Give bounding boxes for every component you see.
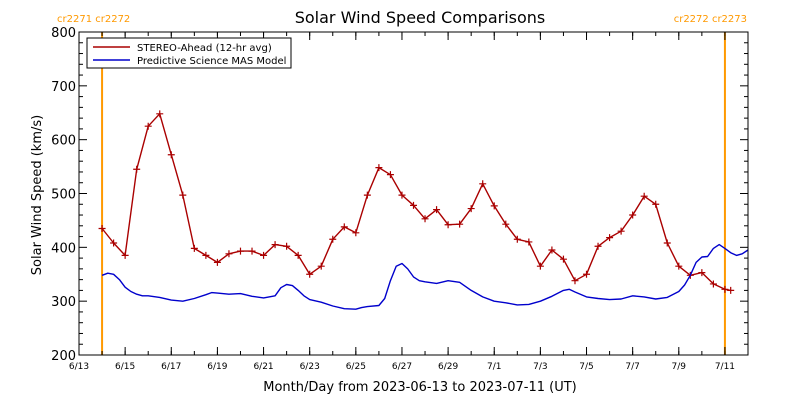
data-point xyxy=(421,215,429,223)
y-tick-label: 400 xyxy=(51,241,76,256)
x-tick-label: 6/27 xyxy=(392,362,412,372)
y-tick-label: 700 xyxy=(51,80,76,95)
y-tick-label: 500 xyxy=(51,188,76,203)
data-point xyxy=(133,165,141,173)
x-tick-label: 6/17 xyxy=(161,362,181,372)
data-point xyxy=(236,247,244,255)
data-point xyxy=(698,269,706,277)
series-line-1 xyxy=(101,243,749,310)
x-tick-label: 6/15 xyxy=(115,362,135,372)
data-point xyxy=(479,180,487,188)
data-point xyxy=(617,227,625,235)
data-point xyxy=(536,262,544,270)
x-axis-label: Month/Day from 2023-06-13 to 2023-07-11 … xyxy=(263,380,576,395)
data-point xyxy=(467,205,475,213)
data-point xyxy=(444,221,452,229)
data-point xyxy=(283,242,291,250)
plot-frame xyxy=(78,31,749,356)
data-point xyxy=(213,258,221,266)
data-point xyxy=(306,270,314,278)
data-point xyxy=(606,234,614,242)
carrington-marker-label: cr2272 cr2273 xyxy=(674,14,747,25)
data-point xyxy=(559,255,567,263)
carrington-marker-label: cr2271 cr2272 xyxy=(57,14,130,25)
data-point xyxy=(190,244,198,252)
data-point xyxy=(260,251,268,259)
y-tick-label: 200 xyxy=(51,349,76,364)
data-point xyxy=(352,229,360,237)
data-point xyxy=(317,262,325,270)
data-point xyxy=(675,262,683,270)
data-point xyxy=(144,122,152,130)
data-point xyxy=(513,235,521,243)
data-point xyxy=(375,164,383,172)
x-tick-label: 6/19 xyxy=(207,362,227,372)
data-point xyxy=(583,270,591,278)
data-point xyxy=(721,285,729,293)
data-point xyxy=(156,110,164,118)
x-tick-label: 6/21 xyxy=(253,362,273,372)
x-tick-label: 7/7 xyxy=(625,362,639,372)
data-point xyxy=(202,251,210,259)
data-point xyxy=(340,223,348,231)
y-tick-label: 800 xyxy=(51,26,76,41)
legend-label-mas-model: Predictive Science MAS Model xyxy=(137,56,286,67)
data-point xyxy=(571,277,579,285)
y-axis-label: Solar Wind Speed (km/s) xyxy=(30,115,45,275)
data-point xyxy=(98,224,106,232)
data-point xyxy=(456,220,464,228)
data-point xyxy=(294,251,302,259)
data-point xyxy=(363,191,371,199)
data-point xyxy=(594,242,602,250)
x-tick-label: 6/13 xyxy=(69,362,89,372)
data-point xyxy=(640,192,648,200)
data-point xyxy=(167,151,175,159)
data-point xyxy=(525,238,533,246)
data-point xyxy=(398,191,406,199)
plot-area: cr2271 cr2272 cr2272 cr2273 xyxy=(57,14,749,355)
y-tick-label: 600 xyxy=(51,134,76,149)
data-point xyxy=(386,171,394,179)
data-point xyxy=(652,200,660,208)
axes: 200 300 400 500 600 700 800 6/13 6/15 6/17 6/19 6/2… xyxy=(51,26,749,372)
chart-title: Solar Wind Speed Comparisons xyxy=(295,8,546,27)
x-tick-label: 7/11 xyxy=(715,362,735,372)
data-point xyxy=(329,235,337,243)
legend-box xyxy=(86,37,292,69)
y-tick-label: 300 xyxy=(51,295,76,310)
legend-label-stereo: STEREO-Ahead (12-hr avg) xyxy=(137,43,272,54)
data-point xyxy=(663,239,671,247)
x-tick-label: 7/1 xyxy=(487,362,501,372)
data-point xyxy=(548,246,556,254)
data-point xyxy=(271,241,279,249)
x-tick-label: 6/23 xyxy=(300,362,320,372)
x-tick-label: 7/3 xyxy=(533,362,547,372)
data-point xyxy=(727,286,735,294)
data-point xyxy=(179,191,187,199)
x-tick-label: 6/25 xyxy=(346,362,366,372)
data-point xyxy=(629,211,637,219)
data-point xyxy=(709,280,717,288)
legend: STEREO-Ahead (12-hr avg) Predictive Scie… xyxy=(86,37,292,69)
data-point xyxy=(433,206,441,214)
data-point xyxy=(502,220,510,228)
data-point xyxy=(225,250,233,258)
data-point xyxy=(121,251,129,259)
data-point xyxy=(410,201,417,209)
data-point xyxy=(110,239,118,247)
data-point xyxy=(248,247,256,255)
data-point xyxy=(490,202,498,210)
x-tick-label: 6/29 xyxy=(438,362,458,372)
series-line-0 xyxy=(101,113,731,292)
x-tick-label: 7/5 xyxy=(579,362,593,372)
x-tick-label: 7/9 xyxy=(672,362,687,372)
